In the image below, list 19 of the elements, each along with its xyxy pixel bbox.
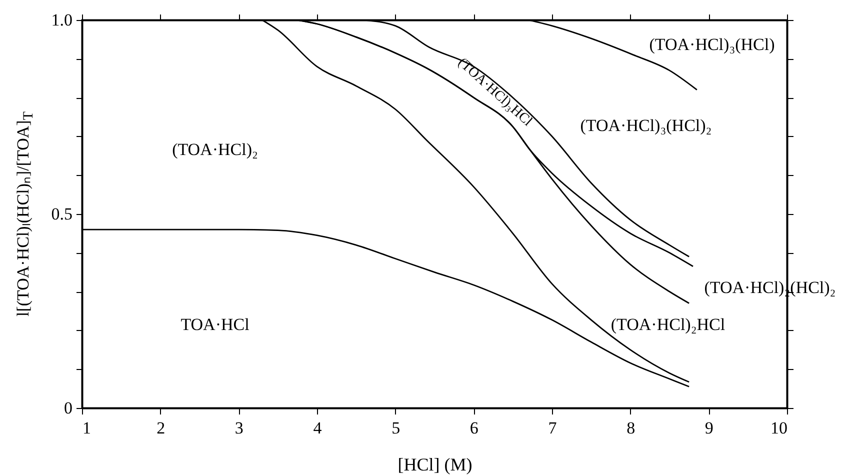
x-tick-label: 1 [82,418,91,438]
x-tick-label: 3 [234,418,244,438]
x-tick-label: 10 [770,418,788,438]
annotation: (TOA·HCl)₃(HCl)₂ [580,116,712,135]
annotation: (TOA·HCl)₂ [172,140,258,159]
y-tick-label: 0 [64,398,72,418]
x-tick-label: 5 [392,418,400,438]
x-axis-title: [HCl] (M) [398,454,472,474]
x-tick-label: 2 [156,418,166,438]
y-tick-label: 1.0 [51,10,72,30]
x-tick-label: 9 [704,418,714,438]
x-tick-label: 4 [313,418,322,438]
annotation: TOA·HCl [180,315,250,334]
annotation: (TOA·HCl)₂HCl [610,315,726,334]
annotation: (TOA·HCl)₃(HCl) [649,35,775,54]
y-tick-label: 0.5 [51,204,72,224]
x-tick-label: 6 [470,418,478,438]
x-tick-label: 7 [548,418,558,438]
x-tick-label: 8 [626,418,636,438]
